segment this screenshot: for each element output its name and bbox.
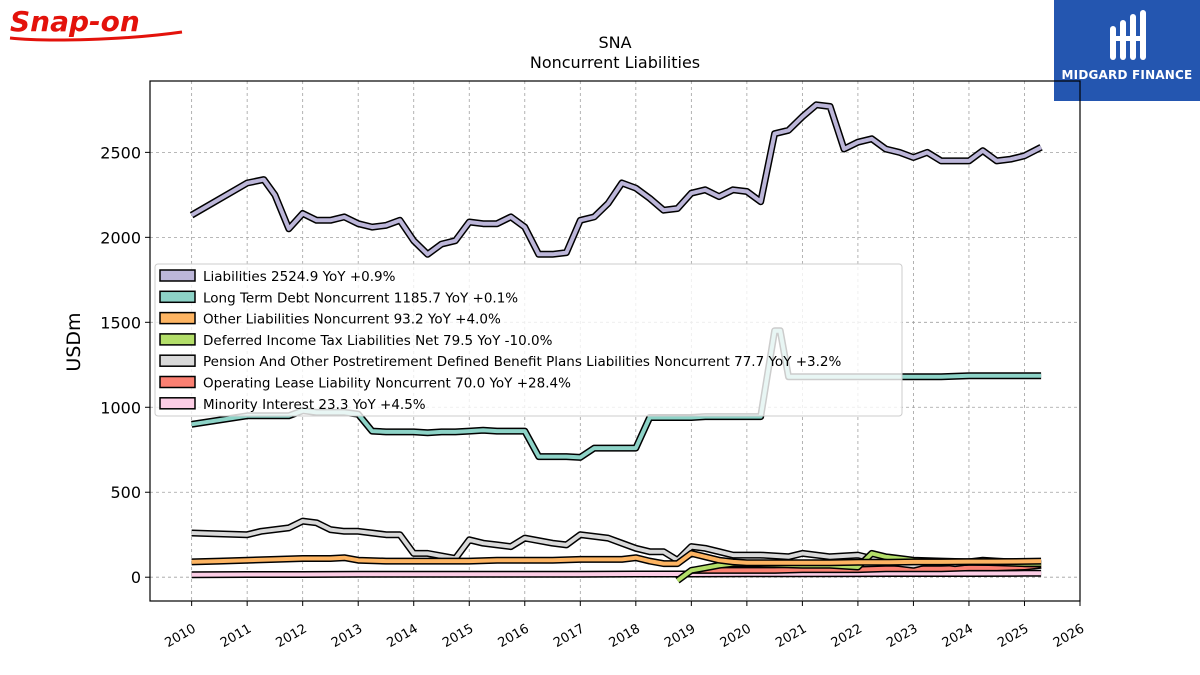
legend-swatch <box>159 290 196 304</box>
legend-item: Liabilities 2524.9 YoY +0.9% <box>159 269 396 285</box>
x-tick-label: 2016 <box>496 621 532 651</box>
x-tick-label: 2022 <box>829 621 865 651</box>
legend-item: Other Liabilities Noncurrent 93.2 YoY +4… <box>159 311 501 328</box>
legend-swatch <box>159 354 196 367</box>
x-tick-label: 2014 <box>385 621 421 651</box>
x-tick-label: 2012 <box>274 621 310 651</box>
x-axis: 2010 2011 2012 2013 2014 2015 2016 2017 2018 2019… <box>162 601 1087 651</box>
publisher-name: MIDGARD FINANCE <box>1061 68 1193 82</box>
series-line <box>691 563 1042 573</box>
legend: Liabilities 2524.9 YoY +0.9% Long Term De… <box>154 263 903 417</box>
series-line <box>191 551 1042 566</box>
y-tick-label: 2500 <box>100 143 141 162</box>
x-tick-label: 2026 <box>1051 621 1087 651</box>
legend-swatch <box>159 269 196 282</box>
legend-swatch <box>159 311 196 325</box>
legend-label: Minority Interest 23.3 YoY +4.5% <box>203 397 426 413</box>
plot-frame <box>149 80 1081 602</box>
logo-wordmark: Snap-on <box>10 5 140 38</box>
x-tick-label: 2019 <box>662 621 698 651</box>
y-axis: 0 500 1000 1500 2000 2500 <box>100 143 150 587</box>
y-tick-label: 500 <box>110 483 141 502</box>
chart-subtitle: Noncurrent Liabilities <box>530 53 700 72</box>
snap-on-logo: Snap-on <box>9 5 183 42</box>
series-2 <box>191 549 1042 568</box>
y-tick-label: 1500 <box>100 313 141 332</box>
legend-box <box>154 263 903 417</box>
legend-item: Long Term Debt Noncurrent 1185.7 YoY +0.… <box>159 290 518 306</box>
x-tick-label: 2021 <box>773 621 809 651</box>
legend-swatch <box>159 375 196 389</box>
logo-swoosh <box>9 30 183 42</box>
chart-title: SNA <box>598 33 631 52</box>
midgard-finance-badge: MIDGARD FINANCE <box>1054 0 1200 101</box>
legend-item: Minority Interest 23.3 YoY +4.5% <box>159 397 426 413</box>
y-axis-label: USDm <box>63 312 85 371</box>
y-tick-label: 0 <box>131 568 141 587</box>
y-tick-label: 2000 <box>100 228 141 247</box>
x-tick-label: 2020 <box>718 621 754 651</box>
legend-swatch <box>159 333 196 346</box>
midgard-mark-icon <box>1110 10 1146 60</box>
legend-label: Deferred Income Tax Liabilities Net 79.5… <box>203 333 553 349</box>
series-layer <box>189 101 1043 584</box>
series-6 <box>191 569 1042 579</box>
legend-item: Pension And Other Postretirement Defined… <box>159 354 842 370</box>
x-tick-label: 2015 <box>440 621 476 651</box>
legend-item: Deferred Income Tax Liabilities Net 79.5… <box>159 333 553 349</box>
series-line <box>190 102 1043 257</box>
legend-label: Other Liabilities Noncurrent 93.2 YoY +4… <box>203 312 501 328</box>
x-tick-label: 2011 <box>218 621 254 651</box>
legend-swatch <box>159 397 196 410</box>
x-tick-label: 2017 <box>551 621 587 651</box>
x-tick-label: 2025 <box>995 621 1031 651</box>
x-tick-label: 2013 <box>329 621 365 651</box>
series-5 <box>691 561 1042 574</box>
legend-label: Operating Lease Liability Noncurrent 70.… <box>203 376 571 392</box>
legend-label: Pension And Other Postretirement Defined… <box>203 354 842 370</box>
y-tick-label: 1000 <box>100 398 141 417</box>
series-line <box>191 571 1042 577</box>
legend-item: Operating Lease Liability Noncurrent 70.… <box>159 375 571 392</box>
x-tick-label: 2018 <box>607 621 643 651</box>
series-0 <box>189 101 1043 258</box>
x-tick-label: 2024 <box>940 621 976 651</box>
legend-label: Long Term Debt Noncurrent 1185.7 YoY +0.… <box>203 290 518 306</box>
x-tick-label: 2023 <box>884 621 920 651</box>
legend-label: Liabilities 2524.9 YoY +0.9% <box>203 269 396 285</box>
x-tick-label: 2010 <box>162 621 198 651</box>
